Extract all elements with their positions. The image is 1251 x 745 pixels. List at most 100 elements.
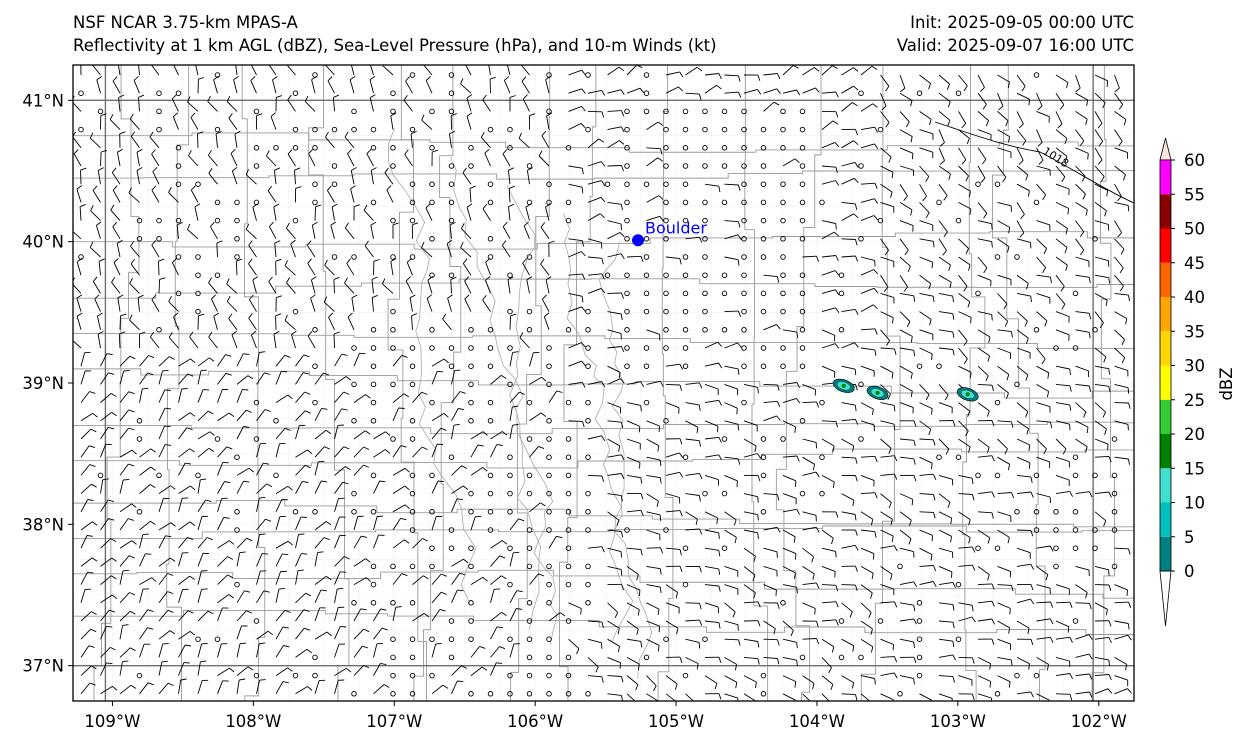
calm-wind-circle	[702, 272, 708, 278]
wind-barb-flag	[465, 58, 469, 62]
wind-barb-flag	[911, 153, 914, 160]
wind-barb-shaft	[1036, 601, 1051, 604]
wind-barb-shaft	[217, 412, 230, 422]
calm-wind-circle	[429, 181, 435, 187]
calm-wind-circle	[1033, 472, 1040, 479]
wind-barb-shaft	[197, 479, 201, 494]
wind-barb-flag	[360, 608, 367, 611]
wind-barb-shaft	[607, 232, 621, 240]
calm-wind-circle	[253, 618, 260, 624]
wind-barb-shaft	[880, 93, 887, 107]
wind-barb-shaft	[919, 347, 933, 355]
wind-barb-shaft	[880, 473, 895, 476]
wind-barb-shaft	[1075, 420, 1089, 428]
calm-wind-circle	[214, 217, 221, 224]
wind-barb-shaft	[275, 394, 289, 403]
city-marker[interactable]	[632, 234, 645, 247]
wind-barb-flag	[427, 276, 434, 281]
wind-barb-flag	[200, 660, 207, 663]
wind-barb-shaft	[286, 65, 296, 76]
wind-barb-flag	[233, 76, 239, 80]
wind-barb-flag	[508, 167, 514, 171]
calm-wind-circle	[682, 254, 689, 260]
calm-wind-circle	[624, 363, 630, 369]
wind-barb-flag	[298, 533, 305, 535]
calm-wind-circle	[546, 418, 552, 424]
wind-barb-shaft	[899, 111, 910, 123]
wind-barb-flag	[164, 389, 171, 391]
calm-wind-circle	[487, 472, 494, 479]
wind-barb-flag	[835, 111, 839, 118]
wind-barb-flag	[718, 437, 722, 443]
wind-barb-shaft	[1036, 545, 1051, 549]
wind-barb-flag	[640, 405, 642, 412]
wind-barb-shaft	[1075, 238, 1085, 251]
calm-wind-circle	[663, 163, 669, 169]
wind-barb-flag	[509, 95, 516, 98]
wind-barb-shaft	[568, 183, 583, 188]
wind-barb-shaft	[763, 101, 775, 112]
wind-barb-shaft	[139, 388, 143, 403]
wind-barb-shaft	[821, 120, 834, 130]
calm-wind-circle	[448, 199, 455, 206]
wind-barb-flag	[874, 328, 878, 335]
wind-barb-flag	[333, 94, 340, 98]
wind-barb-shaft	[997, 129, 1010, 137]
wind-barb-shaft	[197, 589, 203, 603]
wind-barb-flag	[1086, 99, 1089, 106]
wind-barb-shaft	[466, 97, 472, 112]
wind-barb-shaft	[334, 391, 345, 403]
wind-barb-shaft	[977, 438, 990, 448]
wind-barb-shaft	[802, 511, 817, 516]
wind-barb-flag	[208, 277, 213, 283]
wind-barb-flag	[1088, 673, 1093, 680]
wind-barb-flag	[734, 664, 738, 671]
calm-wind-circle	[351, 126, 357, 133]
wind-barb-flag	[151, 577, 157, 582]
wind-barb-flag	[442, 313, 447, 320]
calm-wind-circle	[292, 126, 299, 133]
wind-barb-shaft	[685, 638, 700, 643]
wind-barb-shaft	[919, 438, 934, 441]
wind-barb-shaft	[1016, 129, 1027, 141]
wind-barb-flag	[454, 369, 461, 372]
calm-wind-circle	[468, 418, 474, 424]
wind-barb-flag	[138, 94, 145, 98]
wind-barb-shaft	[426, 298, 433, 312]
wind-barb-shaft	[743, 675, 757, 683]
wind-barb-shaft	[369, 97, 374, 112]
wind-barb-flag	[345, 376, 352, 381]
wind-barb-shaft	[446, 243, 452, 258]
calm-wind-circle	[760, 345, 767, 351]
calm-wind-circle	[526, 691, 533, 697]
wind-barb-flag	[619, 232, 625, 238]
calm-wind-circle	[370, 418, 377, 424]
wind-barb-shaft	[195, 65, 199, 76]
calm-wind-circle	[799, 126, 806, 133]
wind-barb-flag	[305, 410, 311, 414]
wind-barb-flag	[303, 609, 310, 612]
calm-wind-circle	[429, 399, 435, 406]
wind-barb-flag	[90, 665, 97, 670]
wind-barb-flag	[620, 473, 625, 480]
wind-barb-flag	[128, 187, 132, 194]
wind-barb-shaft	[1036, 147, 1044, 161]
calm-wind-circle	[702, 108, 708, 115]
calm-wind-circle	[409, 691, 416, 697]
wind-barb-shaft	[665, 493, 680, 498]
wind-barb-shaft	[880, 672, 895, 677]
wind-barb-shaft	[821, 529, 834, 539]
wind-barb-flag	[582, 273, 586, 280]
wind-barb-flag	[910, 391, 913, 398]
wind-barb-shaft	[607, 66, 620, 76]
lat-tick-label: 40°N	[22, 233, 64, 252]
colorbar-segment	[1160, 262, 1171, 297]
wind-barb-flag	[263, 462, 270, 465]
calm-wind-circle	[897, 563, 903, 570]
wind-barb-flag	[931, 408, 933, 415]
wind-barb-shaft	[587, 213, 601, 221]
calm-wind-circle	[916, 90, 923, 96]
wind-barb-shaft	[392, 539, 405, 549]
wind-barb-shaft	[938, 581, 953, 586]
wind-barb-flag	[386, 185, 392, 191]
